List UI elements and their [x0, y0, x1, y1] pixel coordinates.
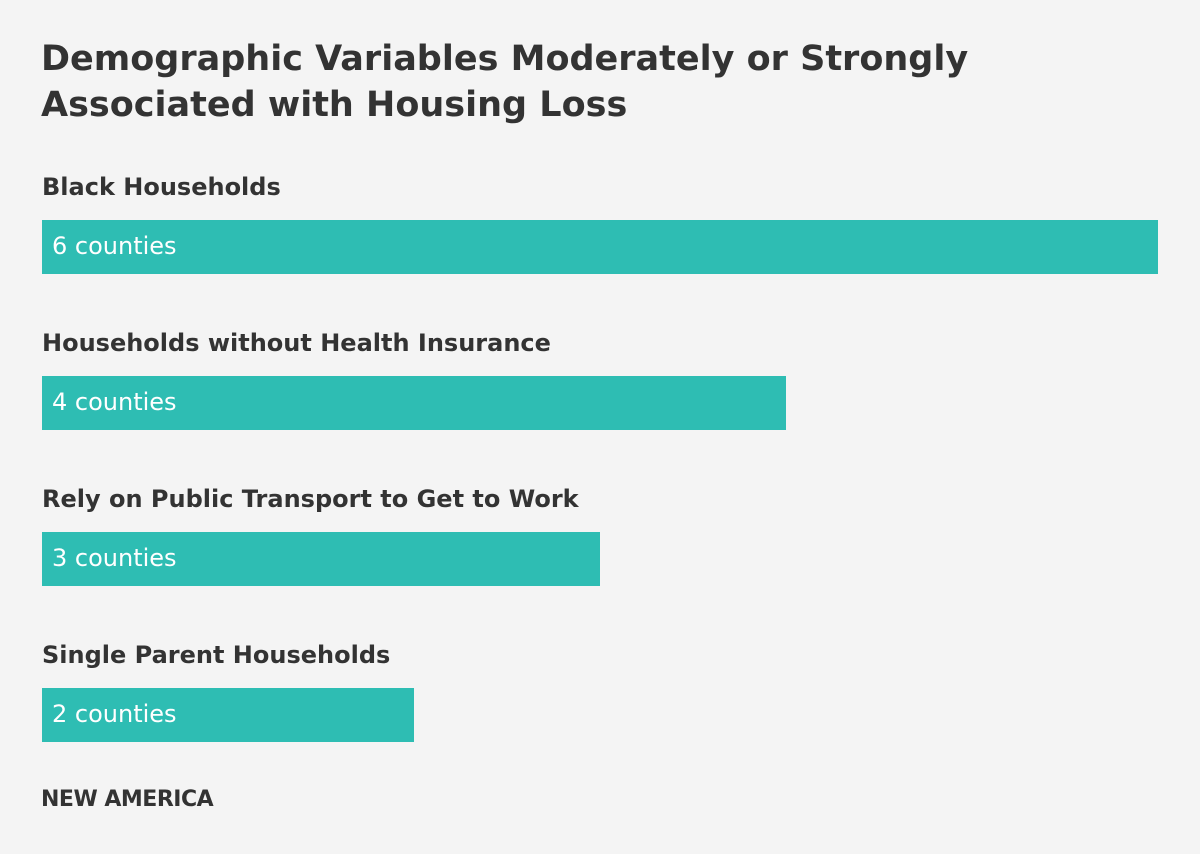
- data-label: 3 counties: [52, 544, 177, 572]
- bar-group: Households without Health Insurance 4 cou…: [42, 324, 1158, 480]
- category-label: Black Households: [42, 173, 281, 201]
- data-label: 4 counties: [52, 388, 177, 416]
- bar-group: Rely on Public Transport to Get to Work 3…: [42, 480, 1158, 636]
- bar-chart: Black Households 6 counties Households wit…: [42, 168, 1158, 792]
- bar: 4 counties: [42, 376, 786, 430]
- brand-logo: NEW AMERICA: [41, 787, 214, 812]
- chart-title: Demographic Variables Moderately or Stro…: [41, 39, 969, 125]
- category-label: Households without Health Insurance: [42, 329, 551, 357]
- bar: 3 counties: [42, 532, 600, 586]
- bar-group: Single Parent Households 2 counties: [42, 636, 1158, 792]
- category-label: Single Parent Households: [42, 641, 391, 669]
- bar: 2 counties: [42, 688, 414, 742]
- bar: 6 counties: [42, 220, 1158, 274]
- category-label: Rely on Public Transport to Get to Work: [42, 485, 579, 513]
- data-label: 6 counties: [52, 232, 177, 260]
- data-label: 2 counties: [52, 700, 177, 728]
- bar-group: Black Households 6 counties: [42, 168, 1158, 324]
